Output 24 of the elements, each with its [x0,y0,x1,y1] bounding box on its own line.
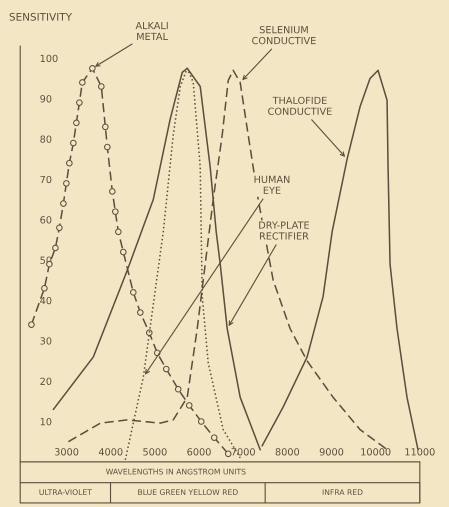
x-tick-label: 6000 [187,448,211,456]
y-tick-label: 30 [40,337,52,345]
x-tick-label: 4000 [98,448,122,456]
y-tick-label: 10 [40,418,52,426]
y-tick-label: 90 [40,95,52,102]
x-tick-label: 5000 [143,448,167,456]
text: SELENIUM CONDUCTIVE [252,26,316,44]
y-tick-label: 80 [40,135,52,143]
text: THALOFIDE CONDUCTIVE [268,96,332,115]
text: HUMAN EYE [254,176,290,194]
y-tick-label: 40 [40,296,52,304]
y-axis-title: SENSITIVITY [10,12,72,21]
x-tick-label: 7000 [232,448,255,456]
x-tick-label: 8000 [276,448,300,456]
x-tick-label: 9000 [320,448,344,456]
y-tick-label: 20 [40,378,52,385]
x-tick-label: 11000 [405,448,435,456]
y-tick-label: 60 [40,216,52,224]
y-tick-label: 100 [40,54,58,62]
text: ALKALI METAL [136,22,168,40]
x-tick-label: 3000 [54,448,78,456]
x-tick-label: 10000 [361,448,390,456]
text: DRY-PLATE RECTIFIER [259,222,310,240]
y-tick-label: 70 [40,176,52,184]
